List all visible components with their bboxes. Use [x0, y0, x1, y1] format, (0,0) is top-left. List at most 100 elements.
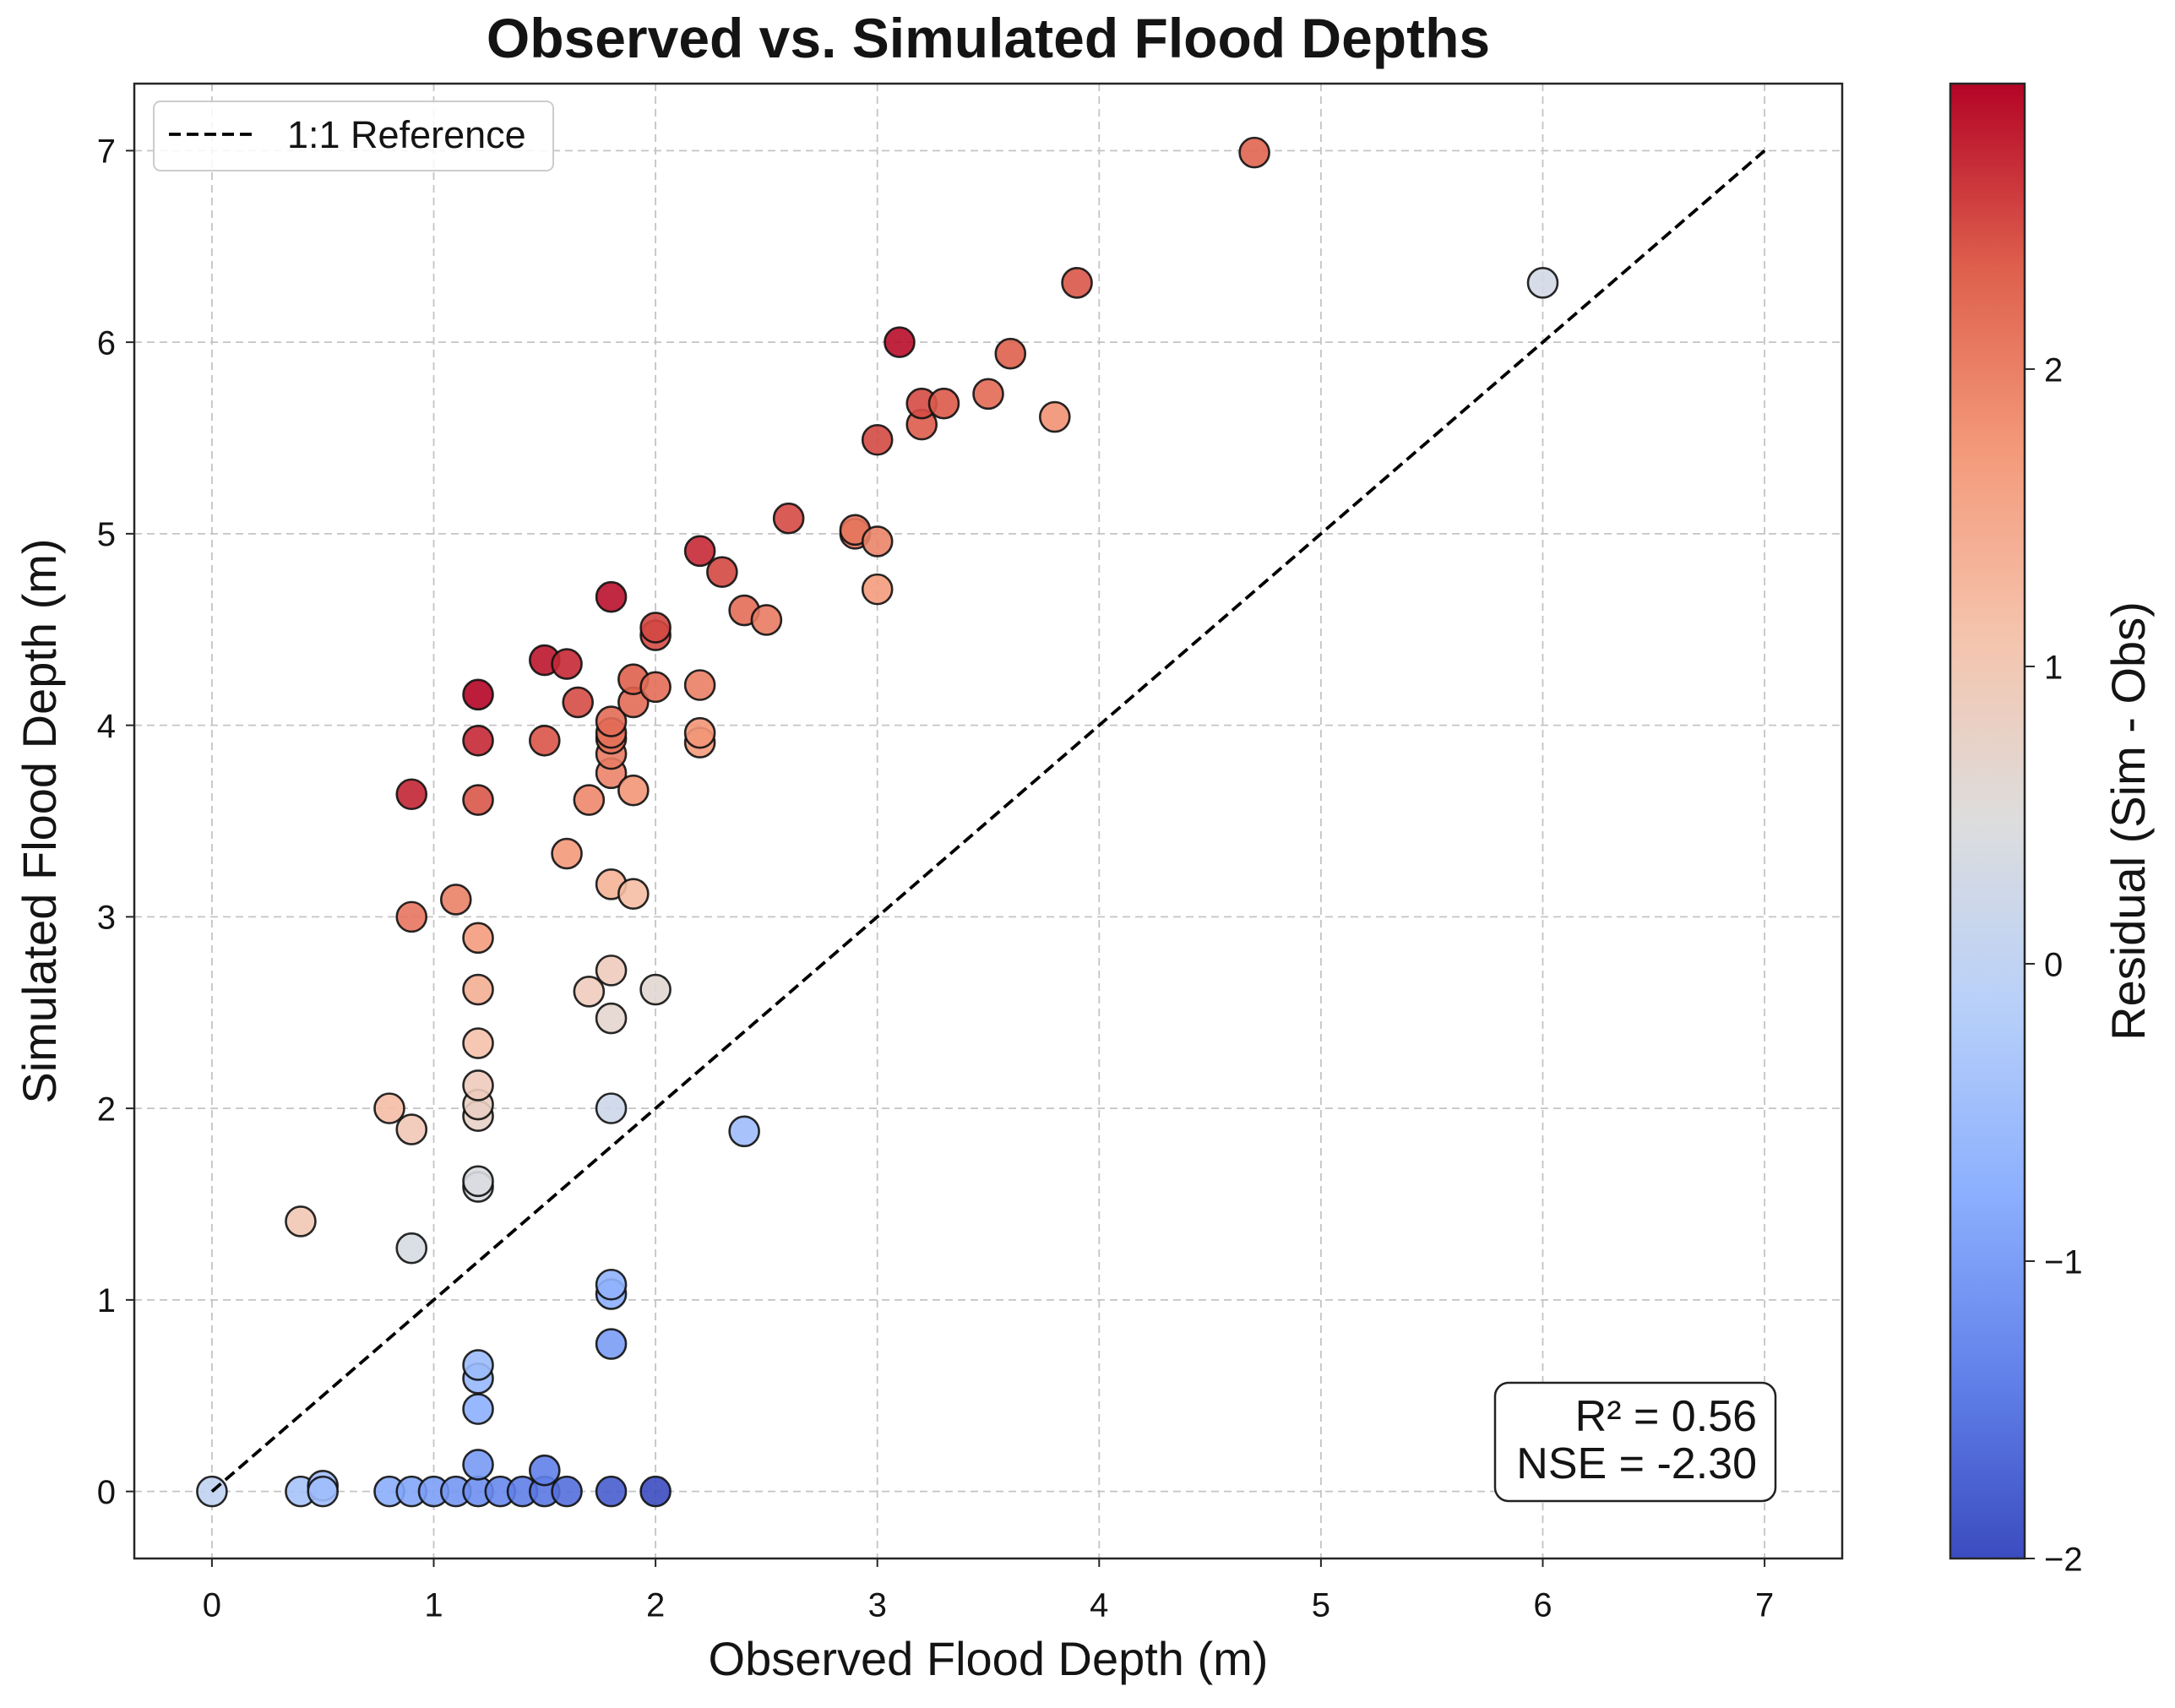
data-point	[595, 1002, 628, 1035]
data-point	[395, 900, 428, 933]
data-point	[529, 1454, 561, 1487]
x-tick-label: 5	[1312, 1586, 1330, 1624]
colorbar-tick-label: −1	[2044, 1243, 2083, 1281]
data-point	[395, 1113, 428, 1145]
data-point	[439, 884, 472, 916]
data-point	[683, 716, 716, 749]
data-point	[462, 784, 494, 816]
data-point	[562, 686, 594, 719]
data-point	[595, 955, 628, 987]
data-point	[639, 1475, 672, 1508]
data-point	[750, 604, 783, 636]
data-point	[551, 837, 583, 870]
data-point	[573, 784, 606, 816]
data-point	[551, 648, 583, 680]
data-point	[462, 678, 494, 711]
x-tick-label: 6	[1533, 1586, 1552, 1624]
data-point	[884, 326, 916, 358]
plot-frame	[133, 82, 1844, 1560]
y-tick-label: 1	[97, 1282, 116, 1319]
y-tick-label: 0	[97, 1474, 116, 1511]
x-tick-label: 2	[646, 1586, 665, 1624]
colorbar-tick-label: 0	[2044, 946, 2063, 983]
data-point	[595, 1092, 628, 1124]
x-axis-label: Observed Flood Depth (m)	[709, 1632, 1269, 1685]
data-point	[395, 1232, 428, 1265]
data-point	[639, 973, 672, 1006]
data-point	[1038, 400, 1071, 433]
x-tick-label: 3	[868, 1586, 887, 1624]
data-point	[617, 774, 650, 807]
stats-annotation: R² = 0.56 NSE = -2.30	[1493, 1381, 1777, 1503]
data-point	[706, 556, 738, 589]
data-point	[373, 1092, 405, 1124]
colorbar-gradient	[1949, 82, 2026, 1560]
x-tick-label: 1	[424, 1586, 443, 1624]
data-point	[595, 580, 628, 613]
nse-text: NSE = -2.30	[1516, 1439, 1757, 1488]
data-point	[683, 535, 716, 568]
stats-box	[1493, 1381, 1777, 1503]
data-point	[462, 1449, 494, 1481]
y-tick-label: 7	[97, 133, 116, 171]
data-point	[861, 525, 894, 558]
data-point	[994, 337, 1027, 370]
x-axis-ticks: 0 1 2 3 4 5 6 7	[203, 1558, 1774, 1624]
legend-box	[153, 101, 554, 171]
data-point	[595, 705, 628, 737]
y-axis-ticks: 0 1 2 3 4 5 6 7	[97, 133, 134, 1511]
colorbar-tick-label: −2	[2044, 1541, 2083, 1578]
legend: 1:1 Reference	[153, 101, 554, 171]
data-point	[728, 1115, 760, 1148]
data-point	[462, 922, 494, 955]
data-point	[462, 1393, 494, 1425]
y-tick-label: 2	[97, 1091, 116, 1128]
y-tick-label: 4	[97, 708, 116, 745]
data-point	[1526, 267, 1559, 299]
data-point	[927, 387, 960, 420]
x-tick-label: 7	[1755, 1586, 1774, 1624]
y-tick-label: 6	[97, 324, 116, 362]
data-point	[307, 1475, 340, 1508]
data-point	[595, 1475, 628, 1508]
data-point	[861, 423, 894, 456]
colorbar-label: Residual (Sim - Obs)	[2102, 601, 2155, 1041]
data-point	[772, 502, 805, 535]
data-point	[551, 1475, 583, 1508]
r-squared-text: R² = 0.56	[1575, 1392, 1757, 1441]
data-point	[285, 1205, 317, 1237]
data-point	[683, 669, 716, 701]
reference-line	[210, 149, 1766, 1493]
colorbar-ticks: −2 −1 0 1 2	[2025, 351, 2083, 1578]
scatter-points	[196, 136, 1559, 1508]
colorbar-tick-label: 1	[2044, 649, 2063, 686]
data-point	[861, 573, 894, 606]
data-point	[595, 1268, 628, 1301]
data-point	[972, 378, 1004, 411]
colorbar-tick-label: 2	[2044, 351, 2063, 389]
data-point	[529, 724, 561, 757]
legend-label: 1:1 Reference	[287, 113, 526, 156]
y-axis-label: Simulated Flood Depth (m)	[13, 538, 66, 1103]
data-point	[462, 1027, 494, 1059]
data-point	[395, 778, 428, 811]
data-point	[462, 973, 494, 1006]
data-point	[462, 1165, 494, 1198]
data-point	[462, 724, 494, 757]
data-point	[1061, 267, 1093, 299]
chart-title: Observed vs. Simulated Flood Depths	[487, 7, 1490, 69]
data-point	[595, 1328, 628, 1360]
data-point	[462, 1349, 494, 1381]
x-tick-label: 4	[1090, 1586, 1108, 1624]
y-tick-label: 5	[97, 516, 116, 553]
colorbar: −2 −1 0 1 2 Residual (Sim - Obs)	[1949, 82, 2155, 1578]
x-tick-label: 0	[203, 1586, 221, 1624]
data-point	[462, 1069, 494, 1101]
data-point	[573, 976, 606, 1008]
data-point	[617, 878, 650, 910]
y-tick-label: 3	[97, 900, 116, 937]
data-point	[639, 671, 672, 704]
data-point	[639, 612, 672, 644]
data-point	[1238, 136, 1270, 169]
